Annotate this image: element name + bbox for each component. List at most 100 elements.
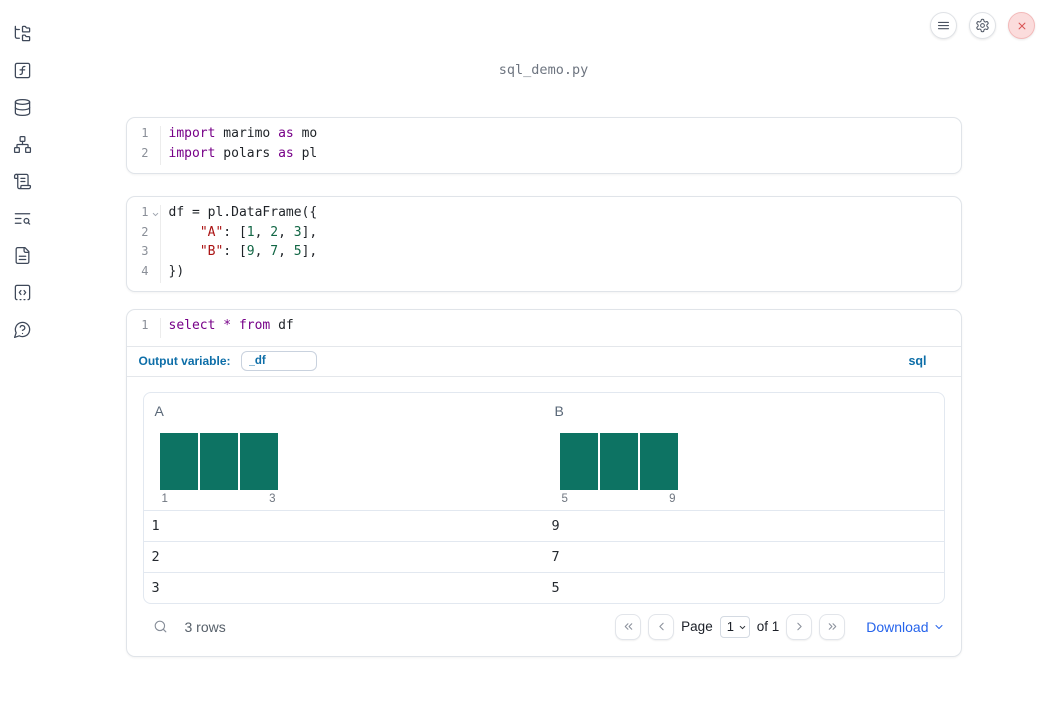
close-x-icon xyxy=(1015,19,1029,33)
sidebar-item-functions[interactable] xyxy=(12,60,32,80)
column-name: B xyxy=(554,402,564,419)
sidebar-item-logs-scroll[interactable] xyxy=(12,171,32,191)
sidebar-item-document[interactable] xyxy=(12,245,32,265)
histogram-bar xyxy=(639,432,678,490)
line-number: 2 xyxy=(141,145,149,160)
axis-max-label: 9 xyxy=(669,492,676,505)
code-line[interactable]: df = pl.DataFrame({ xyxy=(168,205,318,220)
chevron-down-icon xyxy=(933,621,945,633)
code-line[interactable]: "A": [1, 2, 3], xyxy=(199,224,318,240)
download-button[interactable]: Download xyxy=(866,619,944,635)
page-select[interactable]: 1 xyxy=(719,615,750,638)
sidebar-item-code-scratchpad[interactable] xyxy=(12,282,32,302)
code-line[interactable]: "B": [9, 7, 5], xyxy=(199,244,318,259)
notebook-filename: sql_demo.py xyxy=(498,62,589,78)
output-variable-input[interactable] xyxy=(240,351,317,371)
output-variable-label: Output variable: xyxy=(138,354,231,368)
line-number: 4 xyxy=(141,263,149,278)
code-cell-imports: 1 2 import marimo as mo import polars as pl xyxy=(125,117,962,174)
sidebar-item-file-tree[interactable] xyxy=(12,23,32,43)
chevrons-right-icon xyxy=(826,620,839,633)
code-line[interactable]: }) xyxy=(168,263,185,279)
axis-min-label: 1 xyxy=(161,492,168,505)
of-label: of 1 xyxy=(756,619,780,634)
table-cell: 9 xyxy=(551,517,560,534)
search-icon xyxy=(153,619,168,634)
output-variable-bar: Output variable: sql xyxy=(126,347,961,377)
table-cell: 7 xyxy=(551,548,560,565)
shutdown-button[interactable] xyxy=(1008,12,1035,39)
sql-code-editor[interactable]: 1 select * from df xyxy=(126,310,961,347)
dependency-graph-icon xyxy=(13,135,32,154)
functions-icon xyxy=(13,61,32,80)
histogram-bar xyxy=(559,432,598,490)
sidebar-item-dependency-graph[interactable] xyxy=(12,134,32,154)
code-line[interactable]: import marimo as mo xyxy=(168,126,318,141)
sql-language-badge: sql xyxy=(908,354,927,368)
axis-max-label: 3 xyxy=(269,492,276,505)
line-number: 1 xyxy=(127,205,160,225)
sql-cell: 1 select * from df Output variable: sql A… xyxy=(125,309,962,657)
line-number: 3 xyxy=(141,244,149,258)
histogram-bar xyxy=(599,432,638,490)
sidebar-item-list-search[interactable] xyxy=(12,208,32,228)
gear-icon xyxy=(975,18,990,33)
code-editor[interactable]: 1 2 3 4 df = pl.DataFrame({ "A": [1, 2, 3], … xyxy=(127,197,961,291)
line-number: 1 xyxy=(141,318,149,332)
hamburger-menu-icon xyxy=(936,18,951,33)
chevron-right-icon xyxy=(793,620,806,633)
last-page-button[interactable] xyxy=(819,613,846,640)
page-label: Page xyxy=(681,619,713,634)
prev-page-button[interactable] xyxy=(648,613,675,640)
line-number-gutter: 1 xyxy=(127,318,161,338)
download-label: Download xyxy=(866,618,929,635)
sidebar-item-help-chat[interactable] xyxy=(12,319,32,339)
first-page-button[interactable] xyxy=(615,613,642,640)
next-page-button[interactable] xyxy=(786,613,813,640)
table-cell: 2 xyxy=(151,548,160,565)
histogram-bars xyxy=(559,432,678,490)
table-cell: 1 xyxy=(151,517,160,534)
histogram-bar xyxy=(199,432,238,490)
line-number: 2 xyxy=(141,224,149,239)
database-icon xyxy=(13,98,32,117)
table-cell: 5 xyxy=(551,579,560,596)
code-area[interactable]: import marimo as mo import polars as pl xyxy=(161,126,961,165)
row-count: 3 rows xyxy=(184,618,226,635)
histogram-bar xyxy=(159,432,198,490)
code-cell-dataframe: 1 2 3 4 df = pl.DataFrame({ "A": [1, 2, 3], … xyxy=(125,196,962,292)
file-tree-icon xyxy=(13,24,32,43)
code-editor[interactable]: 1 2 import marimo as mo import polars as pl xyxy=(127,118,961,173)
axis-min-label: 5 xyxy=(561,492,568,505)
menu-button[interactable] xyxy=(930,12,957,39)
table-cell: 3 xyxy=(151,579,160,596)
code-area[interactable]: df = pl.DataFrame({ "A": [1, 2, 3], "B":… xyxy=(161,205,961,283)
histogram-bar xyxy=(239,432,278,490)
settings-button[interactable] xyxy=(969,12,996,39)
logs-scroll-icon xyxy=(13,172,32,191)
code-line[interactable]: import polars as pl xyxy=(168,145,318,161)
search-button[interactable] xyxy=(153,619,168,634)
top-toolbar xyxy=(930,12,1035,39)
fold-chevron-icon[interactable] xyxy=(151,210,160,219)
histogram-bars xyxy=(159,432,278,490)
sidebar-item-database[interactable] xyxy=(12,97,32,117)
code-line[interactable]: select * from df xyxy=(168,318,294,333)
column-name: A xyxy=(154,402,164,419)
code-area[interactable]: select * from df xyxy=(161,318,961,338)
